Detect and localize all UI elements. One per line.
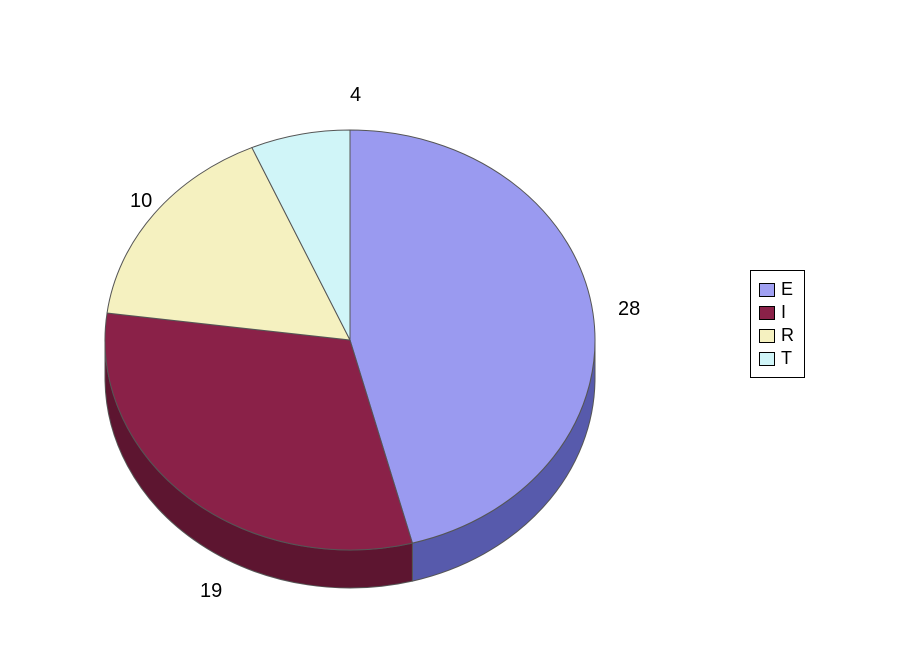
legend-label-r: R — [781, 325, 794, 346]
pie-chart: 28 19 10 4 — [70, 60, 630, 600]
legend-swatch-e — [759, 283, 775, 297]
legend-label-t: T — [781, 348, 792, 369]
chart-stage: 28 19 10 4 E I R T — [0, 0, 922, 664]
legend-swatch-i — [759, 306, 775, 320]
legend-item-t: T — [759, 348, 794, 369]
pie-svg — [70, 60, 630, 600]
legend-label-e: E — [781, 279, 793, 300]
data-label-i: 19 — [200, 580, 222, 603]
data-label-t: 4 — [350, 84, 361, 107]
legend: E I R T — [750, 270, 805, 378]
legend-item-r: R — [759, 325, 794, 346]
legend-swatch-r — [759, 329, 775, 343]
legend-item-i: I — [759, 302, 794, 323]
legend-item-e: E — [759, 279, 794, 300]
legend-label-i: I — [781, 302, 786, 323]
data-label-r: 10 — [130, 190, 152, 213]
legend-swatch-t — [759, 352, 775, 366]
data-label-e: 28 — [618, 298, 640, 321]
